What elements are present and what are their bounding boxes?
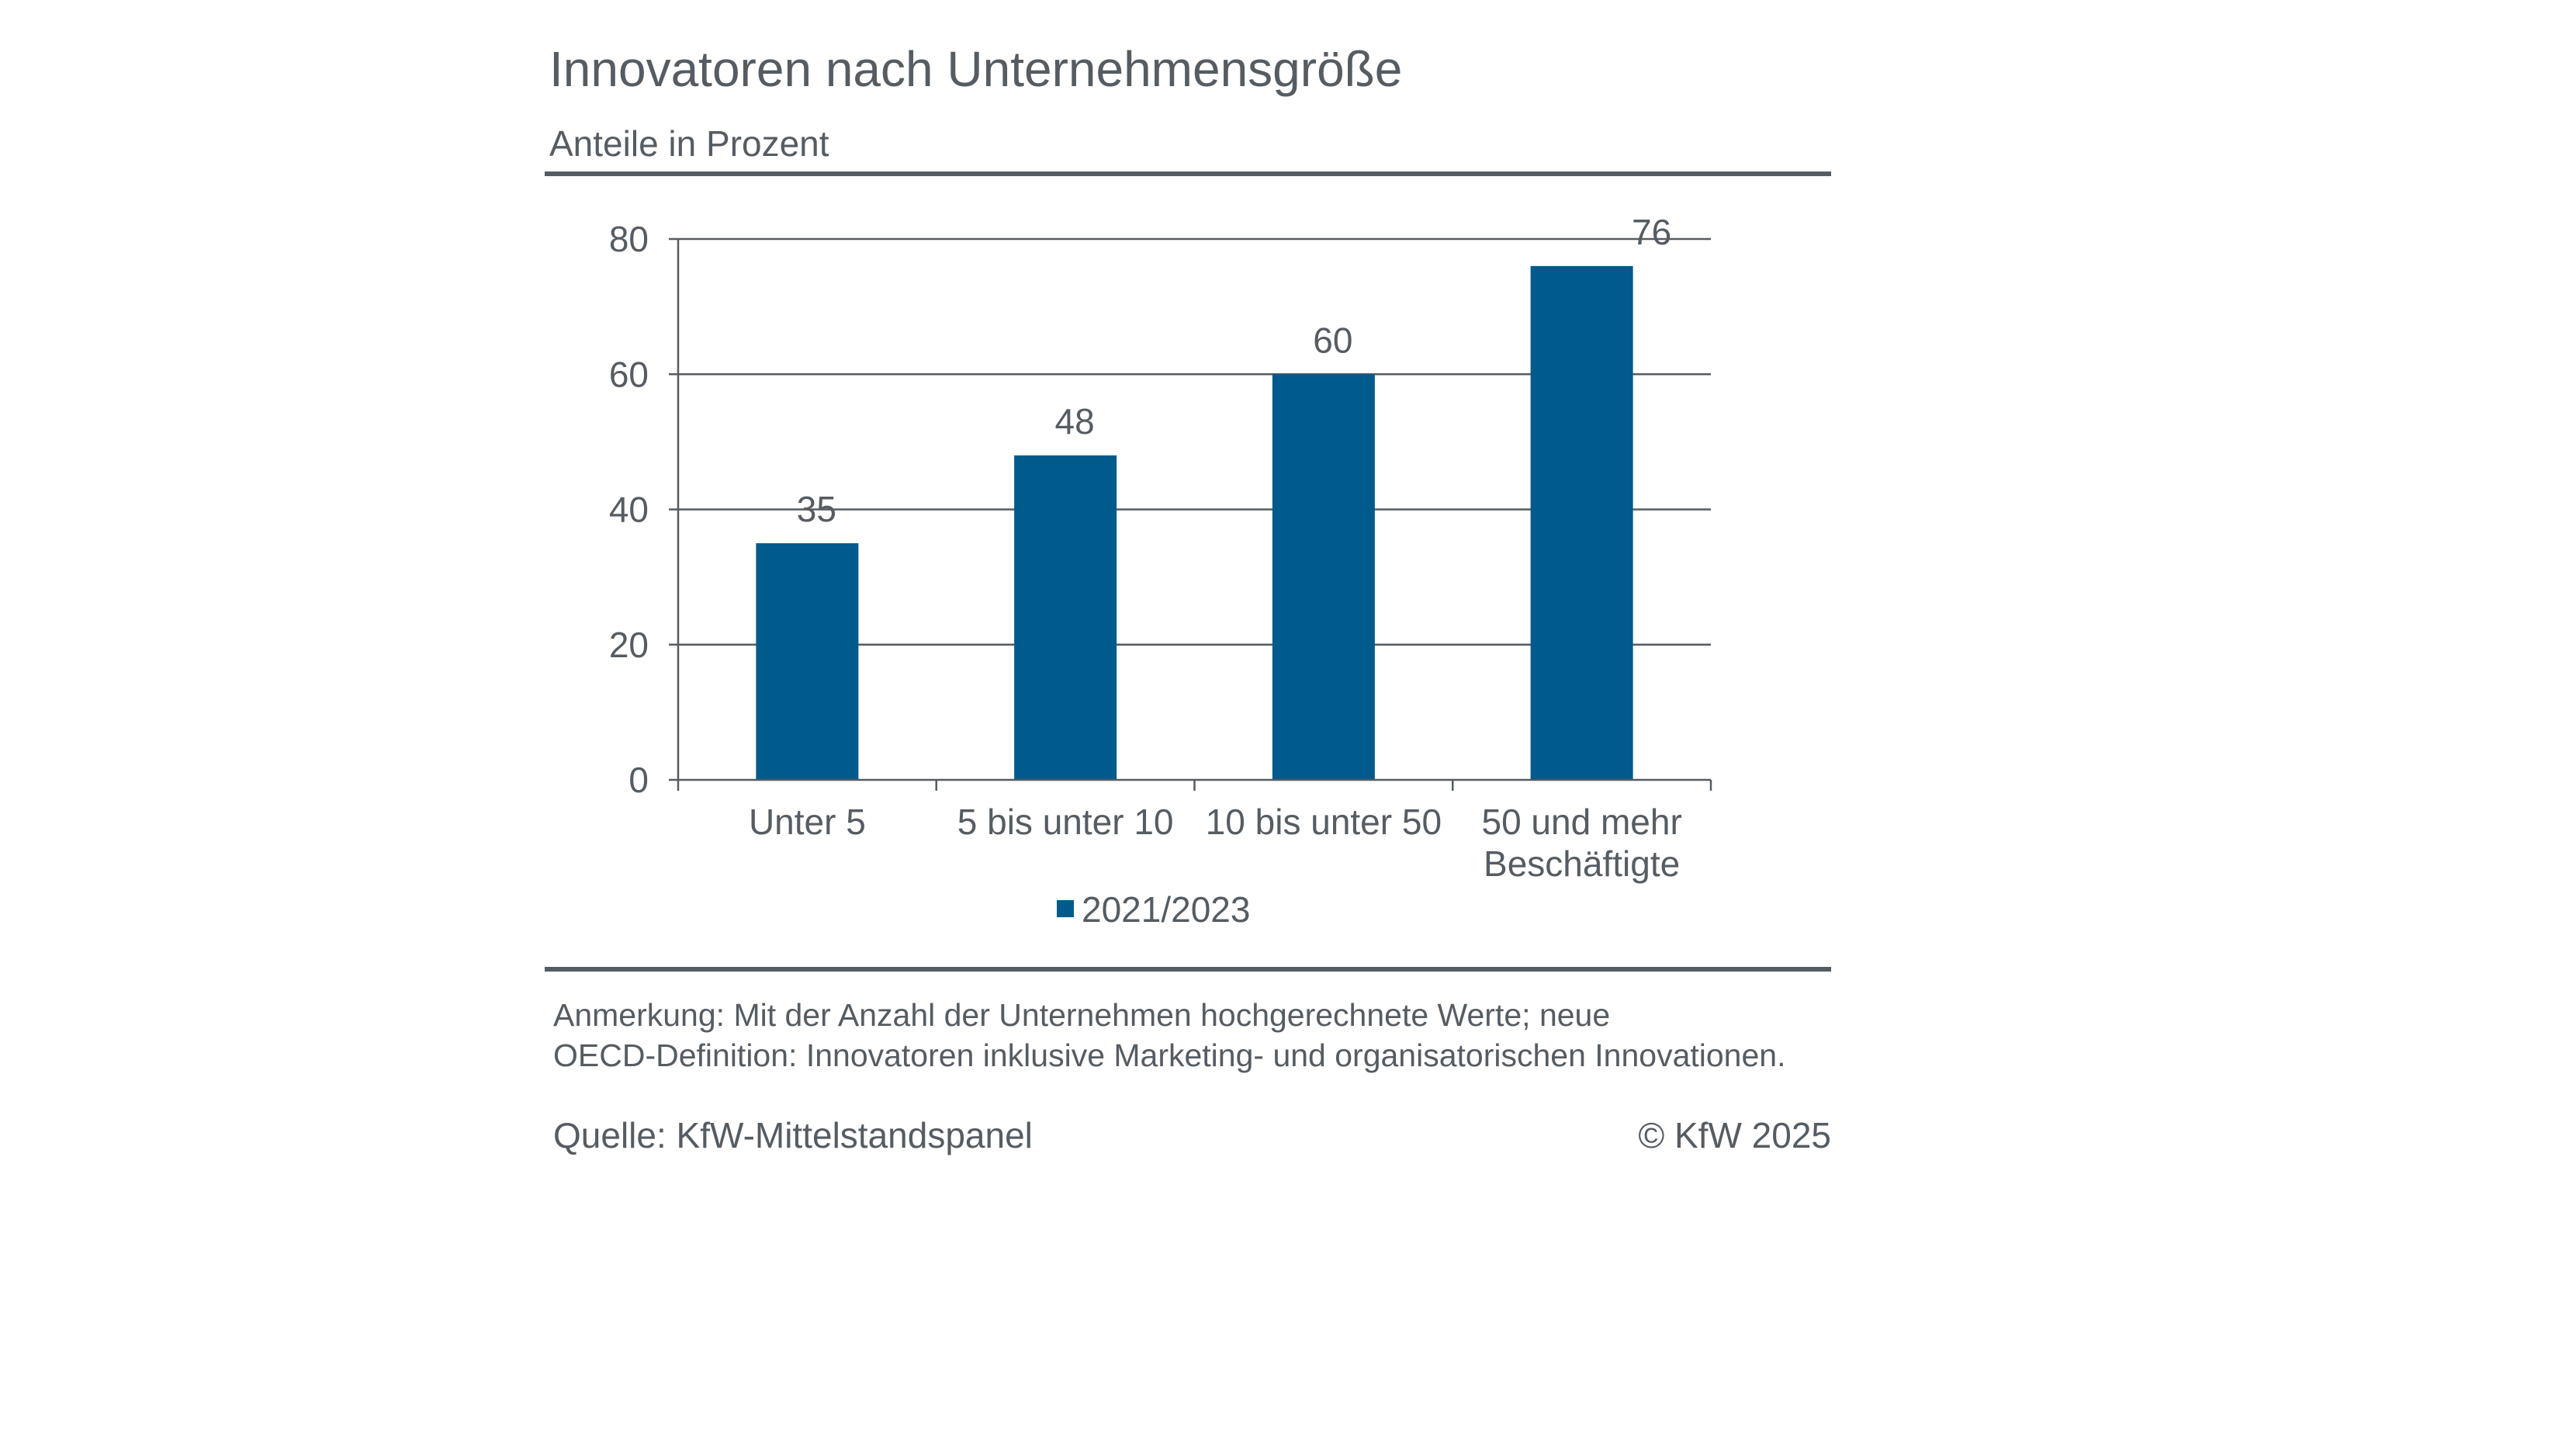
x-tick-label: Beschäftigte <box>1484 844 1680 884</box>
y-tick-label: 60 <box>609 354 649 394</box>
copyright-text: © KfW 2025 <box>1638 1115 1831 1155</box>
bar <box>1272 374 1375 780</box>
data-label: 60 <box>1313 320 1352 360</box>
top-divider <box>545 171 1831 176</box>
footnote: Anmerkung: Mit der Anzahl der Unternehme… <box>553 995 1872 1076</box>
x-tick-label: Unter 5 <box>749 802 866 842</box>
legend-label: 2021/2023 <box>1082 889 1250 930</box>
legend-swatch <box>1057 900 1074 917</box>
footnote-line-1: Anmerkung: Mit der Anzahl der Unternehme… <box>553 997 1611 1033</box>
data-label: 76 <box>1632 212 1671 252</box>
bar <box>756 543 859 780</box>
x-tick-label: 10 bis unter 50 <box>1206 802 1442 842</box>
y-tick-label: 40 <box>609 490 649 530</box>
y-tick-label: 0 <box>628 760 649 800</box>
data-label: 48 <box>1055 401 1095 442</box>
x-tick-label: 50 und mehr <box>1481 802 1681 842</box>
footnote-line-2: OECD-Definition: Innovatoren inklusive M… <box>553 1038 1786 1073</box>
chart-title: Innovatoren nach Unternehmensgröße <box>549 41 1403 97</box>
bar <box>1014 455 1117 780</box>
bar <box>1530 265 1633 781</box>
source-text: Quelle: KfW-Mittelstandspanel <box>553 1115 1033 1155</box>
x-tick-label: 5 bis unter 10 <box>957 802 1174 842</box>
y-tick-label: 80 <box>609 219 649 259</box>
data-label: 35 <box>797 489 836 529</box>
bottom-divider <box>545 967 1831 972</box>
y-tick-label: 20 <box>609 625 649 665</box>
chart-subtitle: Anteile in Prozent <box>549 123 829 164</box>
